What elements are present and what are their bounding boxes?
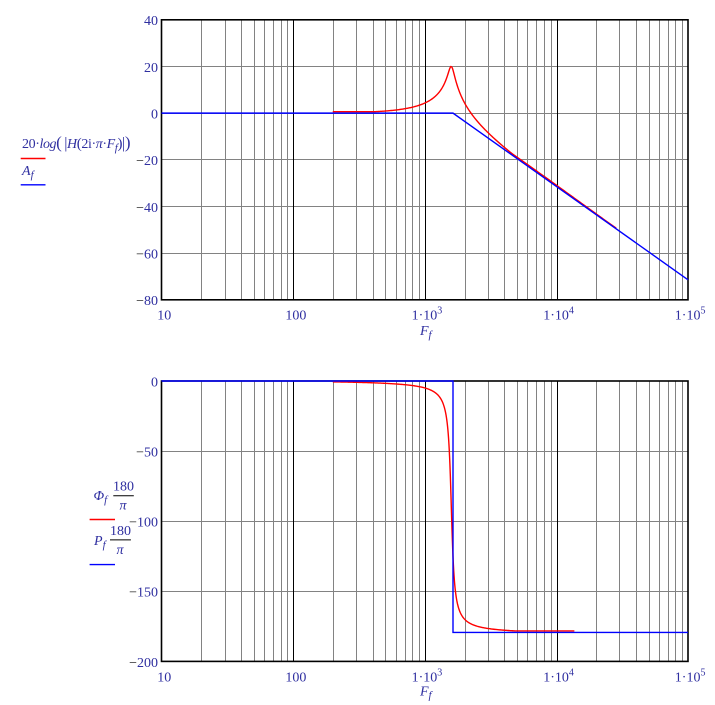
svg-text:180: 180 xyxy=(113,480,134,495)
svg-text:−60: −60 xyxy=(136,248,158,263)
svg-text:−200: −200 xyxy=(129,656,158,671)
svg-text:−20: −20 xyxy=(136,154,158,169)
svg-text:1·103: 1·103 xyxy=(412,306,443,324)
svg-text:10: 10 xyxy=(157,671,171,686)
svg-text:1·103: 1·103 xyxy=(412,668,443,686)
svg-text:20: 20 xyxy=(144,61,158,76)
svg-text:−100: −100 xyxy=(129,516,158,531)
svg-text:0: 0 xyxy=(151,375,158,390)
svg-text:100: 100 xyxy=(285,671,306,686)
svg-text:1·104: 1·104 xyxy=(543,306,574,324)
svg-text:1·105: 1·105 xyxy=(675,306,706,324)
svg-text:20·log( |H(2i·π·Ff)|): 20·log( |H(2i·π·Ff)|) xyxy=(22,133,130,154)
svg-text:10: 10 xyxy=(157,309,171,324)
svg-text:−80: −80 xyxy=(136,294,158,309)
svg-text:−150: −150 xyxy=(129,586,158,601)
svg-text:Φf: Φf xyxy=(94,489,110,506)
svg-text:40: 40 xyxy=(144,14,158,29)
svg-text:180: 180 xyxy=(110,524,131,539)
svg-text:Ff: Ff xyxy=(419,324,434,341)
svg-text:100: 100 xyxy=(285,309,306,324)
svg-text:π: π xyxy=(119,499,127,514)
svg-text:Ff: Ff xyxy=(419,685,434,702)
svg-text:−40: −40 xyxy=(136,201,158,216)
svg-text:1·104: 1·104 xyxy=(543,668,574,686)
svg-text:−50: −50 xyxy=(136,446,158,461)
svg-text:π: π xyxy=(116,543,124,558)
svg-text:1·105: 1·105 xyxy=(675,668,706,686)
svg-text:0: 0 xyxy=(151,108,158,123)
svg-text:Af: Af xyxy=(21,164,36,181)
svg-text:Pf: Pf xyxy=(93,534,108,551)
